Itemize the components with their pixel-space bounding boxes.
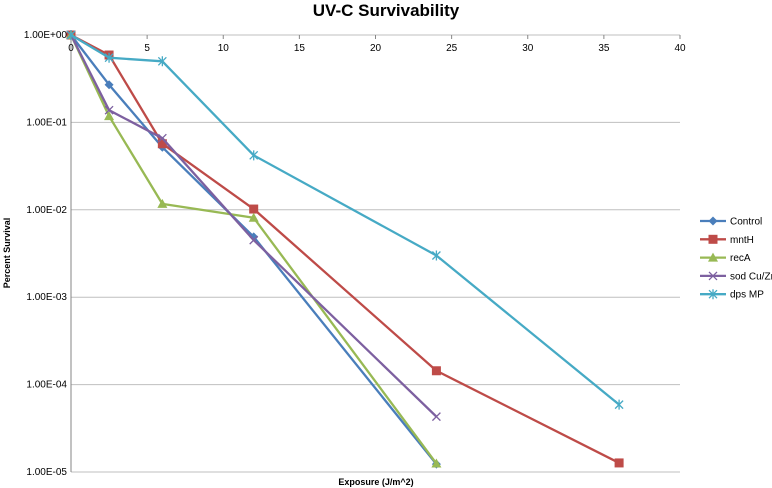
y-tick-label: 1.00E-04 (26, 380, 67, 391)
x-tick-label: 20 (370, 43, 382, 54)
data-point (157, 139, 167, 149)
data-point (431, 250, 441, 261)
data-point (614, 399, 624, 410)
legend-item: mntH (700, 234, 754, 246)
x-tick-label: 10 (218, 43, 230, 54)
chart-title: UV-C Survivability (313, 1, 460, 20)
series-dps-mp (66, 30, 624, 410)
x-tick-label: 0 (68, 43, 74, 54)
legend-item: dps MP (700, 289, 764, 301)
legend-label: Control (730, 217, 762, 228)
legend-marker (708, 271, 718, 281)
data-point (157, 133, 167, 143)
legend-marker (708, 252, 718, 262)
legend-label: mntH (730, 235, 754, 246)
data-point (157, 198, 168, 208)
data-point (431, 412, 441, 422)
legend-marker (708, 216, 718, 226)
legend-label: recA (730, 253, 751, 264)
y-tick-label: 1.00E+00 (24, 30, 68, 41)
data-point (614, 458, 624, 468)
y-tick-label: 1.00E-03 (26, 292, 67, 303)
legend-item: sod Cu/Zn (700, 271, 772, 282)
series-line (69, 34, 438, 465)
data-point (104, 80, 114, 90)
data-point (249, 235, 259, 245)
series-mnth (66, 30, 624, 468)
y-tick-label: 1.00E-05 (26, 467, 67, 478)
x-tick-label: 35 (598, 43, 610, 54)
series-line (70, 34, 438, 465)
y-axis-label: Percent Survival (2, 218, 12, 289)
data-point (249, 204, 259, 214)
data-point (104, 52, 114, 63)
data-point (249, 150, 259, 161)
x-axis-label: Exposure (J/m^2) (338, 477, 413, 487)
legend-item: recA (700, 252, 751, 264)
data-point (157, 56, 167, 67)
series-line (70, 33, 620, 464)
x-tick-label: 40 (674, 43, 686, 54)
data-point (66, 30, 76, 40)
data-point (248, 212, 259, 222)
x-tick-label: 15 (294, 43, 306, 54)
x-tick-label: 25 (446, 43, 458, 54)
legend-label: dps MP (730, 290, 764, 301)
data-point (104, 105, 114, 115)
series-control (66, 30, 441, 469)
x-tick-label: 5 (144, 43, 150, 54)
legend-item: Control (700, 216, 762, 228)
data-point (431, 458, 442, 468)
y-tick-label: 1.00E-02 (26, 205, 67, 216)
x-tick-label: 30 (522, 43, 534, 54)
legend-marker (708, 289, 718, 300)
data-point (104, 111, 115, 121)
data-point (431, 366, 441, 376)
y-tick-label: 1.00E-01 (26, 117, 67, 128)
series-line (70, 34, 620, 406)
legend-marker (708, 234, 718, 244)
legend-label: sod Cu/Zn (730, 271, 772, 282)
